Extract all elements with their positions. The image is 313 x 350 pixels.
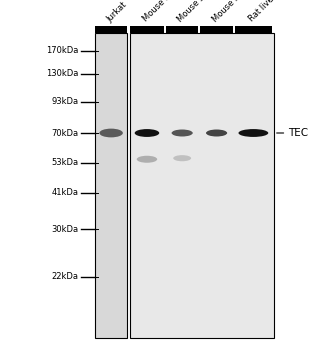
Text: Jurkat: Jurkat xyxy=(105,0,128,24)
Ellipse shape xyxy=(172,130,193,136)
Text: Mouse kidney: Mouse kidney xyxy=(210,0,258,24)
Ellipse shape xyxy=(206,130,227,136)
Text: Mouse spleen: Mouse spleen xyxy=(176,0,223,24)
Bar xyxy=(166,26,198,33)
Text: 130kDa: 130kDa xyxy=(46,69,78,78)
Ellipse shape xyxy=(239,129,268,137)
Text: 93kDa: 93kDa xyxy=(51,97,78,106)
Ellipse shape xyxy=(100,129,123,137)
Text: TEC: TEC xyxy=(288,128,308,138)
Text: 41kDa: 41kDa xyxy=(51,188,78,197)
Ellipse shape xyxy=(173,155,191,161)
Text: Mouse liver: Mouse liver xyxy=(141,0,181,24)
Text: 70kDa: 70kDa xyxy=(51,128,78,138)
Bar xyxy=(95,33,127,338)
Bar xyxy=(235,26,272,33)
Bar xyxy=(130,33,274,338)
Text: 22kDa: 22kDa xyxy=(51,272,78,281)
Bar xyxy=(95,26,127,33)
Text: 53kDa: 53kDa xyxy=(51,158,78,167)
Text: Rat liver: Rat liver xyxy=(247,0,278,24)
Text: 30kDa: 30kDa xyxy=(51,225,78,234)
Text: 170kDa: 170kDa xyxy=(46,46,78,55)
Bar xyxy=(130,26,164,33)
Ellipse shape xyxy=(135,129,159,137)
Ellipse shape xyxy=(137,156,157,163)
Bar xyxy=(200,26,233,33)
